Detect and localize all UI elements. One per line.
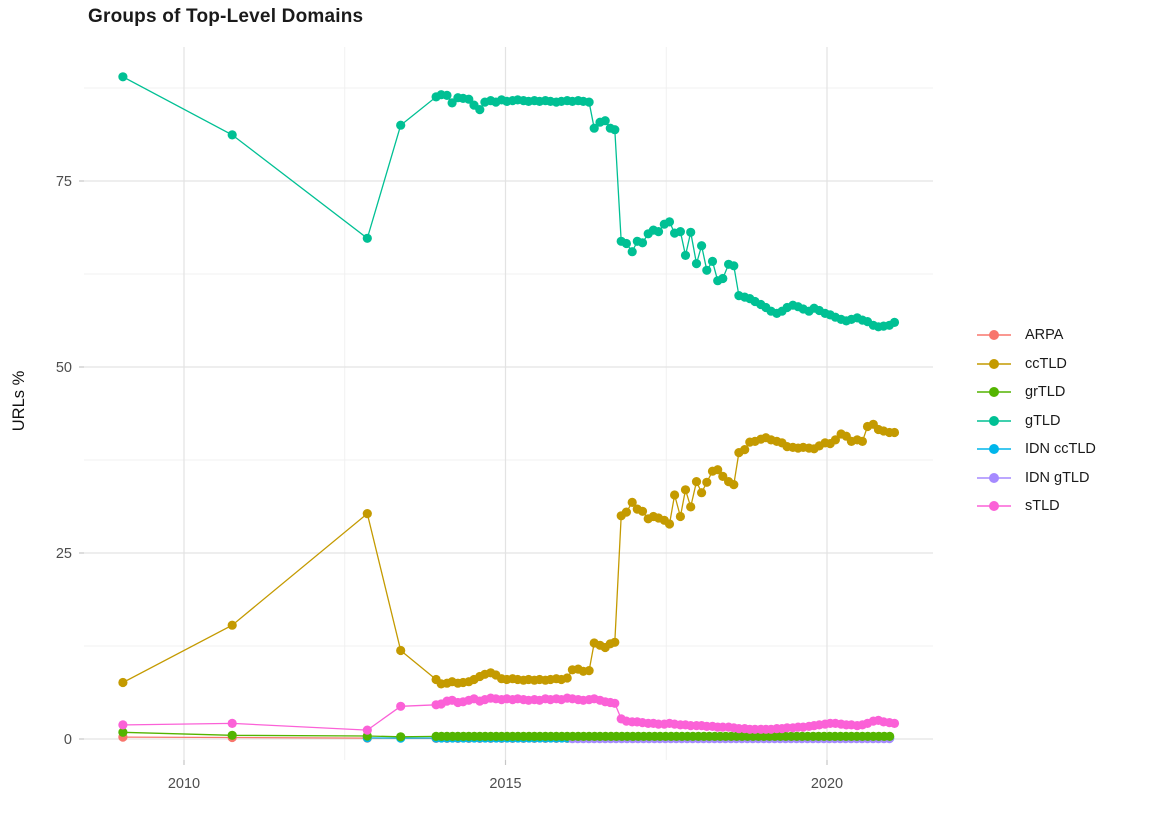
data-point [740,445,750,455]
legend-entry-ccTLD: ccTLD [976,350,1096,379]
data-point [118,727,128,737]
data-point [889,718,900,729]
legend-key-icon [977,444,1011,455]
data-point [475,105,485,115]
data-point [627,497,637,507]
data-point [362,233,372,243]
data-point [664,217,675,227]
data-point [713,465,723,475]
data-point [396,645,406,656]
data-point [697,488,707,498]
y-axis-title: URLs % [10,370,28,431]
data-point [562,673,572,683]
data-point [584,666,594,676]
y-tick-label: 0 [64,732,72,748]
series-points-gTLD [118,72,900,332]
data-point [680,250,691,260]
chart-title: Groups of Top-Level Domains [88,6,364,27]
data-point [118,72,128,82]
data-point [686,227,696,237]
data-point [707,256,718,266]
legend-entry-IDN-ccTLD: IDN ccTLD [976,435,1096,464]
data-point [362,725,372,735]
data-point [653,227,664,237]
data-point [830,435,841,445]
data-point [664,519,675,529]
data-point [118,677,128,688]
series-points-sTLD [118,693,900,735]
data-point [610,125,620,135]
data-point [621,507,632,517]
data-point [675,227,686,237]
data-point [686,502,696,512]
data-point [697,241,707,251]
data-point [691,477,702,487]
legend-entry-ARPA: ARPA [976,321,1096,350]
data-point [670,490,680,500]
data-point [729,261,739,271]
data-point [718,273,728,284]
series-line-ccTLD [122,423,895,685]
data-point [227,730,237,740]
data-point [885,731,895,742]
data-point [227,718,237,729]
x-tick-label: 2015 [489,776,521,792]
series-points-grTLD [118,727,895,742]
data-point [729,480,739,490]
legend-label: ccTLD [1025,355,1067,372]
data-point [396,120,406,130]
data-point [675,511,686,522]
legend-entry-IDN-gTLD: IDN gTLD [976,464,1096,493]
data-point [589,123,599,133]
data-point [396,701,406,711]
legend-label: sTLD [1025,498,1060,515]
data-point [442,90,452,100]
data-point [680,485,691,495]
y-tick-label: 25 [56,546,72,562]
data-point [362,508,372,519]
legend-label: IDN gTLD [1025,469,1090,486]
data-point [627,247,637,257]
series-points-ccTLD [118,419,900,689]
legend-label: gTLD [1025,412,1061,429]
legend-entry-grTLD: grTLD [976,378,1096,407]
data-point [396,732,406,742]
x-tick-label: 2020 [811,776,843,792]
data-point [584,97,594,107]
data-point [464,94,474,104]
x-tick-label: 2010 [168,776,200,792]
legend-label: ARPA [1025,327,1064,344]
data-point [637,238,648,248]
data-point [889,317,900,327]
data-point [857,436,868,446]
data-point [691,259,702,269]
data-point [610,698,620,708]
data-point [600,116,610,126]
y-tick-label: 50 [56,360,72,376]
legend-entry-sTLD: sTLD [976,492,1096,521]
legend-label: IDN ccTLD [1025,441,1096,458]
data-point [889,427,900,438]
legend-key-icon [977,415,1011,426]
data-point [637,506,648,516]
y-tick-label: 75 [56,174,72,190]
legend-key-icon [977,387,1011,398]
data-point [118,720,128,730]
legend-key-icon [977,472,1011,483]
legend-label: grTLD [1025,384,1066,401]
data-point [621,238,632,249]
series-line-gTLD [122,76,895,328]
data-point [227,130,237,140]
data-point [702,477,712,487]
legend-key-icon [977,358,1011,369]
legend: ARPA ccTLD grTLD gTLD IDN ccTLD IDN gTLD sTLD [976,321,1096,521]
data-point [610,637,620,647]
data-point [702,265,712,275]
legend-entry-gTLD: gTLD [976,407,1096,436]
data-point [227,620,237,630]
legend-key-icon [977,501,1011,512]
legend-key-icon [977,330,1011,341]
